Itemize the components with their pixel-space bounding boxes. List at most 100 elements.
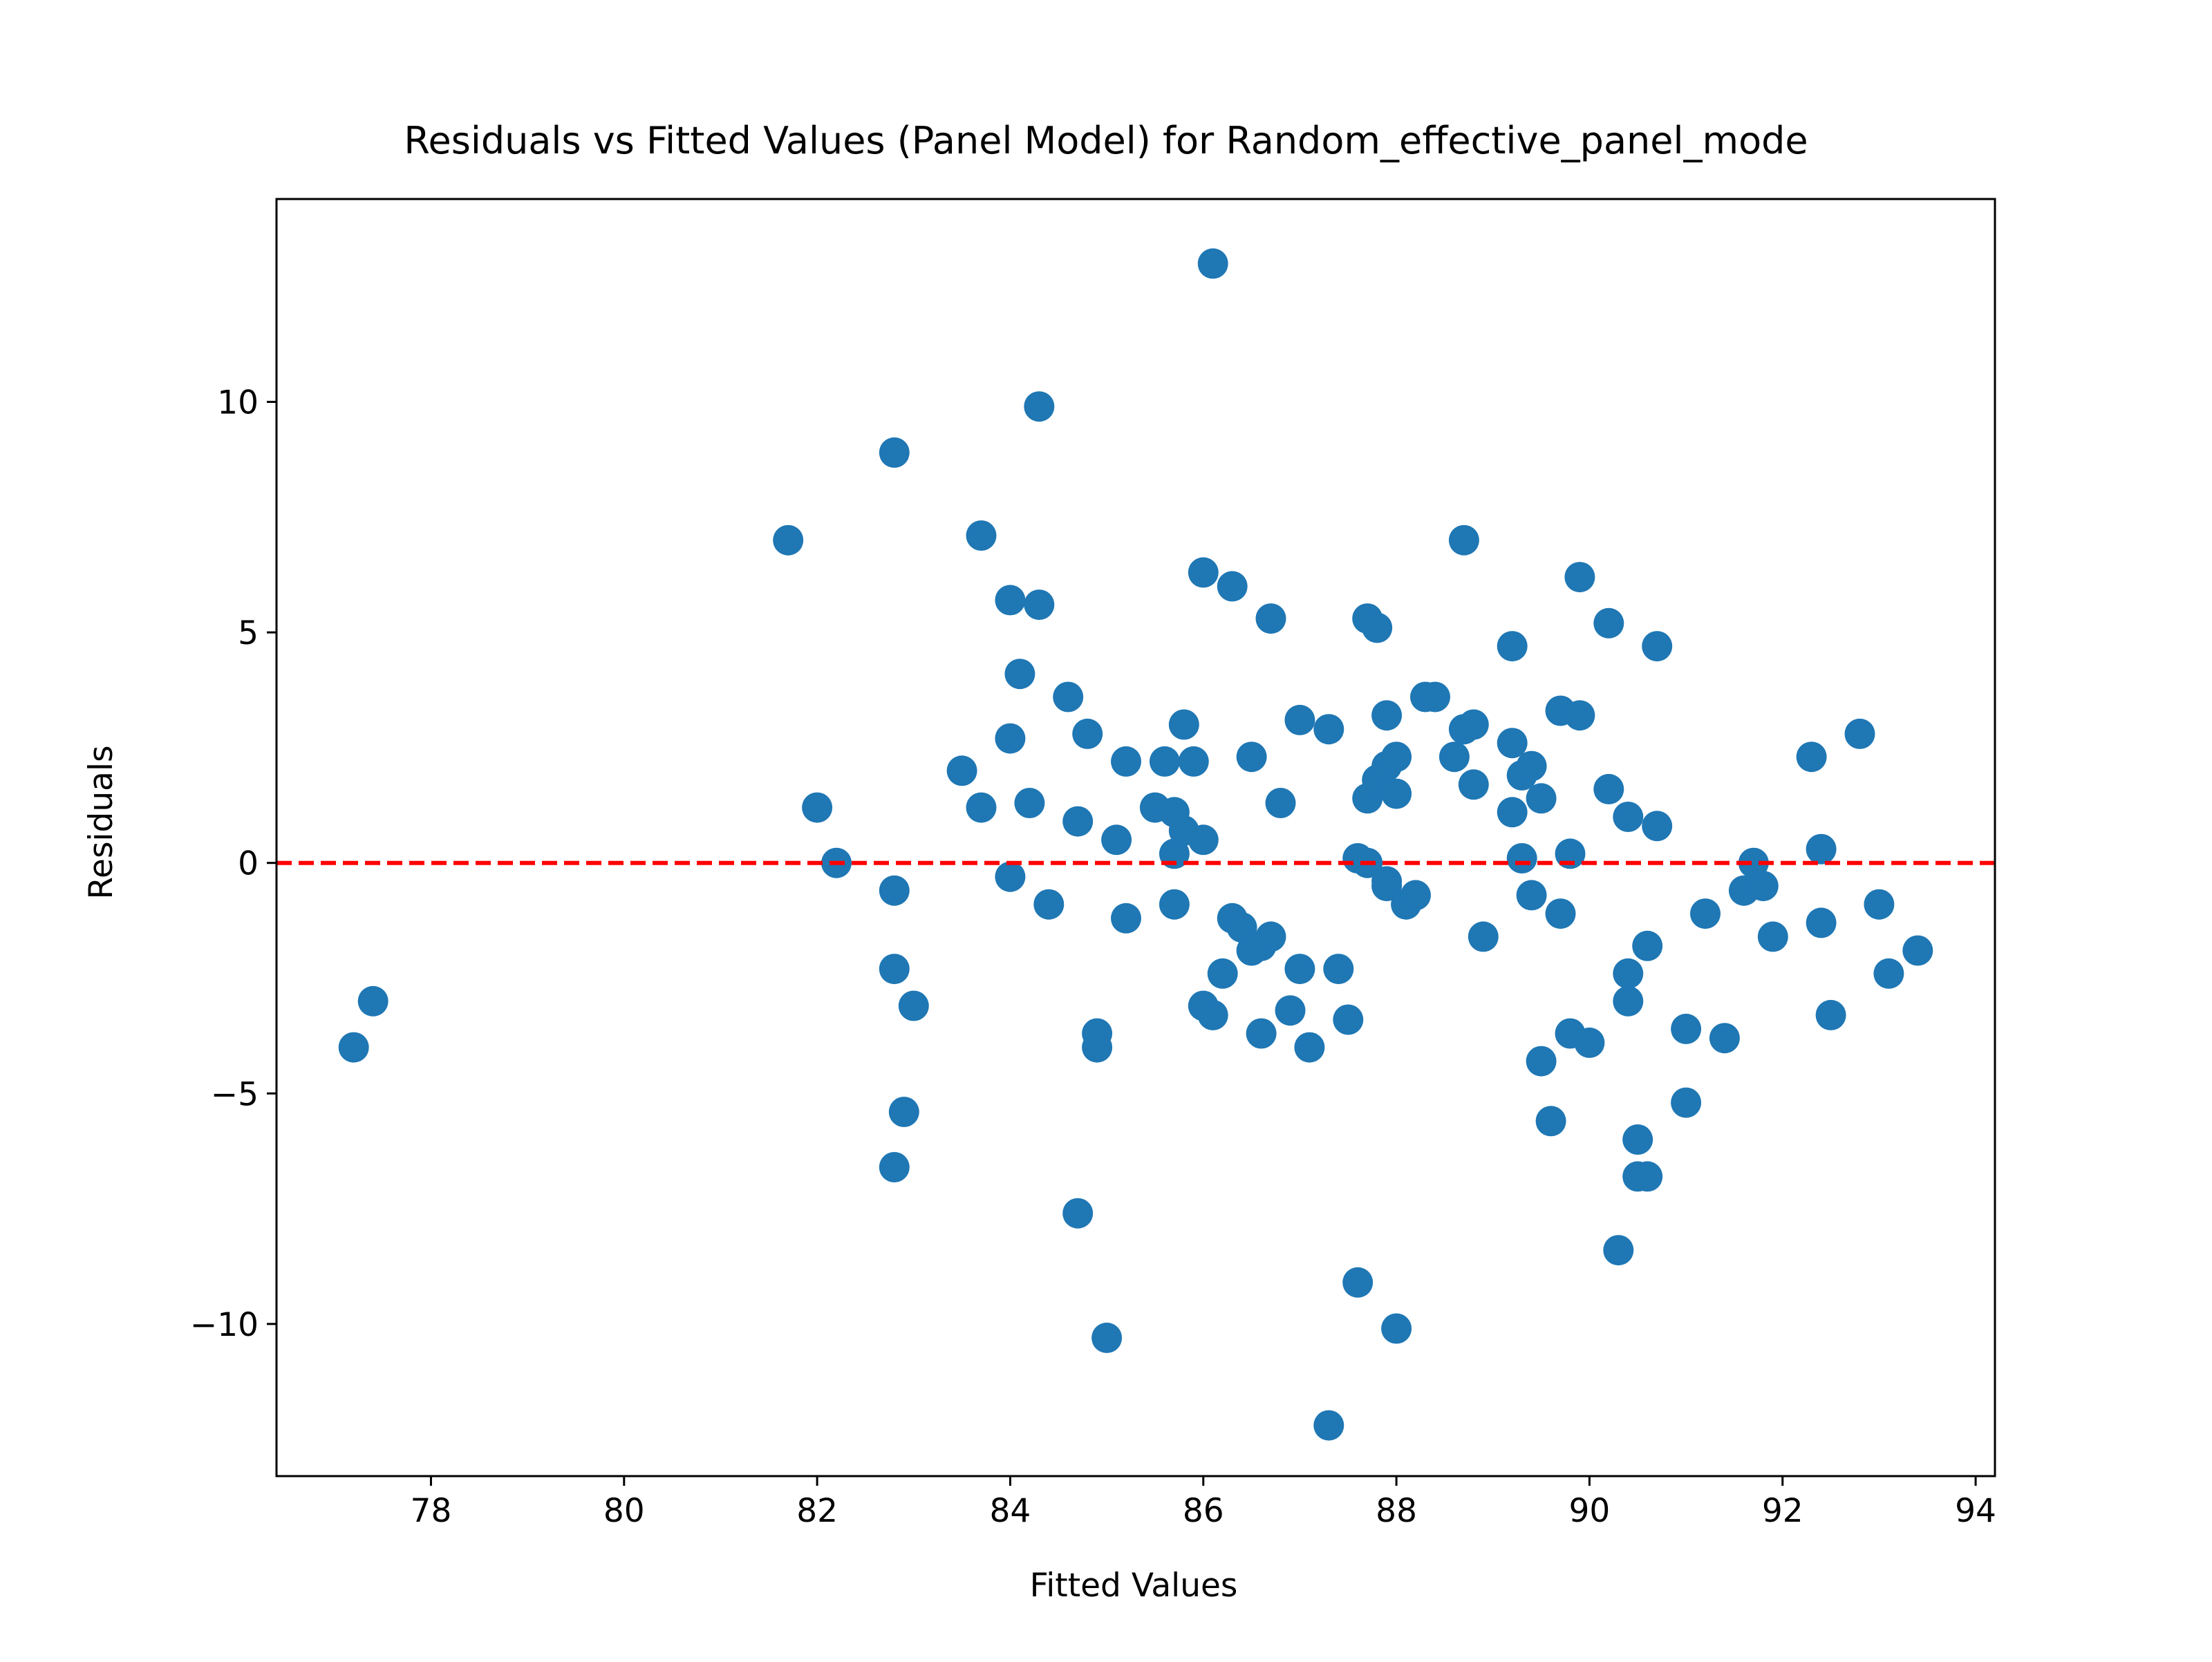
data-point bbox=[1024, 589, 1055, 621]
data-point bbox=[1564, 700, 1595, 731]
data-point bbox=[1381, 742, 1412, 773]
data-point bbox=[966, 520, 997, 551]
data-point bbox=[1207, 958, 1238, 989]
x-tick-label: 88 bbox=[1376, 1492, 1417, 1530]
data-point bbox=[888, 1097, 919, 1127]
data-point bbox=[1381, 1313, 1412, 1344]
data-point bbox=[1284, 954, 1315, 985]
data-point bbox=[1622, 1124, 1653, 1155]
data-point bbox=[1632, 1161, 1663, 1192]
data-point bbox=[1815, 999, 1846, 1030]
data-point bbox=[946, 755, 977, 786]
x-axis-label: Fitted Values bbox=[1030, 1567, 1238, 1605]
data-point bbox=[1024, 391, 1055, 422]
data-point bbox=[1111, 903, 1141, 934]
data-point bbox=[1796, 742, 1827, 773]
data-point bbox=[1342, 1267, 1374, 1298]
data-point bbox=[1709, 1023, 1740, 1054]
x-tick-label: 92 bbox=[1762, 1492, 1803, 1530]
data-point bbox=[1420, 681, 1450, 712]
data-point bbox=[1246, 1018, 1277, 1049]
data-point bbox=[1526, 783, 1557, 814]
data-point bbox=[898, 990, 929, 1021]
plot-area-frame bbox=[275, 198, 1996, 1477]
data-point bbox=[1284, 704, 1315, 735]
data-point bbox=[995, 585, 1026, 616]
data-point bbox=[1632, 930, 1663, 961]
data-point bbox=[1593, 773, 1624, 804]
data-point bbox=[879, 1152, 910, 1182]
data-point bbox=[1381, 778, 1412, 809]
data-point bbox=[1111, 746, 1141, 777]
data-point bbox=[1188, 557, 1219, 588]
data-point bbox=[1613, 958, 1644, 989]
data-point bbox=[966, 792, 997, 823]
data-point bbox=[1526, 1046, 1557, 1077]
x-tick-label: 94 bbox=[1955, 1492, 1996, 1530]
chart-title: Residuals vs Fitted Values (Panel Model)… bbox=[404, 119, 1808, 162]
data-point bbox=[338, 1032, 369, 1063]
data-point bbox=[1333, 1004, 1364, 1035]
data-point bbox=[1265, 788, 1296, 818]
x-tick-label: 90 bbox=[1569, 1492, 1611, 1530]
scatter-points bbox=[338, 248, 1933, 1441]
data-point bbox=[1062, 806, 1094, 837]
data-point bbox=[1168, 709, 1199, 740]
data-point bbox=[1458, 709, 1489, 740]
x-tick-label: 82 bbox=[796, 1492, 838, 1530]
x-tick-label: 84 bbox=[990, 1492, 1031, 1530]
data-point bbox=[1613, 985, 1644, 1017]
data-point bbox=[1226, 912, 1257, 943]
data-point bbox=[1082, 1032, 1113, 1063]
data-point bbox=[1159, 889, 1190, 920]
data-point bbox=[1690, 898, 1721, 929]
data-point bbox=[1864, 889, 1895, 920]
data-point bbox=[1671, 1087, 1702, 1118]
data-point bbox=[879, 875, 910, 906]
data-point bbox=[1217, 571, 1248, 602]
data-point bbox=[1497, 631, 1528, 662]
data-point bbox=[1516, 750, 1547, 782]
x-tick-label: 80 bbox=[603, 1492, 645, 1530]
data-point bbox=[1506, 843, 1537, 874]
data-point bbox=[1053, 681, 1084, 712]
data-point bbox=[879, 954, 910, 985]
data-point bbox=[879, 437, 910, 468]
data-point bbox=[1671, 1013, 1702, 1044]
data-point bbox=[1255, 603, 1286, 634]
data-point bbox=[1458, 769, 1489, 800]
data-point bbox=[1197, 999, 1228, 1030]
data-point bbox=[1545, 898, 1576, 929]
data-point bbox=[1574, 1027, 1605, 1058]
data-point bbox=[1313, 1410, 1344, 1441]
data-point bbox=[1438, 742, 1470, 773]
data-point bbox=[995, 723, 1026, 754]
data-point bbox=[1033, 889, 1065, 920]
data-point bbox=[1497, 728, 1528, 759]
data-point bbox=[1642, 811, 1673, 842]
y-tick-label: −10 bbox=[190, 1306, 259, 1344]
y-tick-label: 10 bbox=[217, 384, 259, 422]
data-point bbox=[1806, 833, 1837, 865]
data-point bbox=[1448, 525, 1479, 556]
data-point bbox=[773, 525, 804, 556]
y-tick-label: 5 bbox=[238, 614, 259, 652]
data-point bbox=[1400, 880, 1431, 911]
data-point bbox=[1178, 746, 1209, 777]
data-point bbox=[1497, 797, 1528, 828]
data-point bbox=[1101, 824, 1132, 856]
data-point bbox=[1873, 958, 1904, 989]
data-point bbox=[1516, 880, 1547, 911]
data-point bbox=[1902, 935, 1933, 966]
data-point bbox=[1738, 847, 1769, 878]
y-tick-label: −5 bbox=[211, 1075, 259, 1113]
data-point bbox=[1362, 612, 1393, 643]
data-point bbox=[1564, 562, 1595, 593]
data-point bbox=[1371, 871, 1403, 902]
data-point bbox=[1757, 921, 1788, 952]
data-point bbox=[1149, 746, 1180, 777]
data-point bbox=[1072, 718, 1103, 749]
data-point bbox=[1294, 1032, 1325, 1063]
